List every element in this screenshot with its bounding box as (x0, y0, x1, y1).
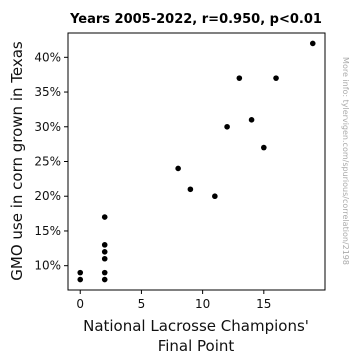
scatter-point (261, 144, 267, 151)
scatter-point (77, 276, 84, 283)
x-axis-label-line-2: Final Point (158, 337, 235, 355)
y-tick-label: 35% (34, 85, 61, 99)
scatter-point (236, 75, 243, 81)
scatter-point (101, 269, 108, 276)
x-tick-label: 15 (256, 297, 271, 311)
x-tick-label: 0 (76, 297, 84, 311)
scatter-point (101, 248, 108, 255)
y-tick-label: 25% (34, 155, 61, 169)
x-axis-label-line-1: National Lacrosse Champions' (83, 317, 309, 335)
y-tick-label: 15% (34, 224, 61, 238)
scatter-point (77, 269, 84, 276)
scatter-point (101, 255, 108, 262)
scatter-point (248, 117, 255, 123)
scatter-point (187, 186, 194, 193)
scatter-point (212, 193, 218, 200)
scatter-point (175, 165, 181, 172)
scatter-point (101, 242, 108, 248)
y-tick-label: 30% (34, 120, 61, 134)
scatter-points (77, 40, 316, 283)
x-tick-label: 5 (138, 297, 146, 311)
y-tick-label: 20% (34, 189, 61, 203)
y-tick-label: 10% (34, 259, 61, 273)
scatter-point (101, 276, 108, 283)
scatter-point (273, 75, 279, 81)
scatter-point (309, 40, 316, 47)
y-tick-label: 40% (34, 50, 61, 64)
chart-title: Years 2005-2022, r=0.950, p<0.01 (69, 12, 322, 27)
x-tick-label: 10 (195, 297, 210, 311)
scatter-point (224, 123, 230, 130)
source-note: More info: tylervigen.com/spurious/corre… (341, 57, 350, 265)
y-axis-label: GMO use in corn grown in Texas (8, 41, 26, 281)
y-axis-ticks: 10% 15% 20% 25% 30% 35% 40% (34, 50, 68, 273)
x-axis-ticks: 0 5 10 15 (76, 290, 271, 311)
scatter-point (101, 214, 108, 220)
